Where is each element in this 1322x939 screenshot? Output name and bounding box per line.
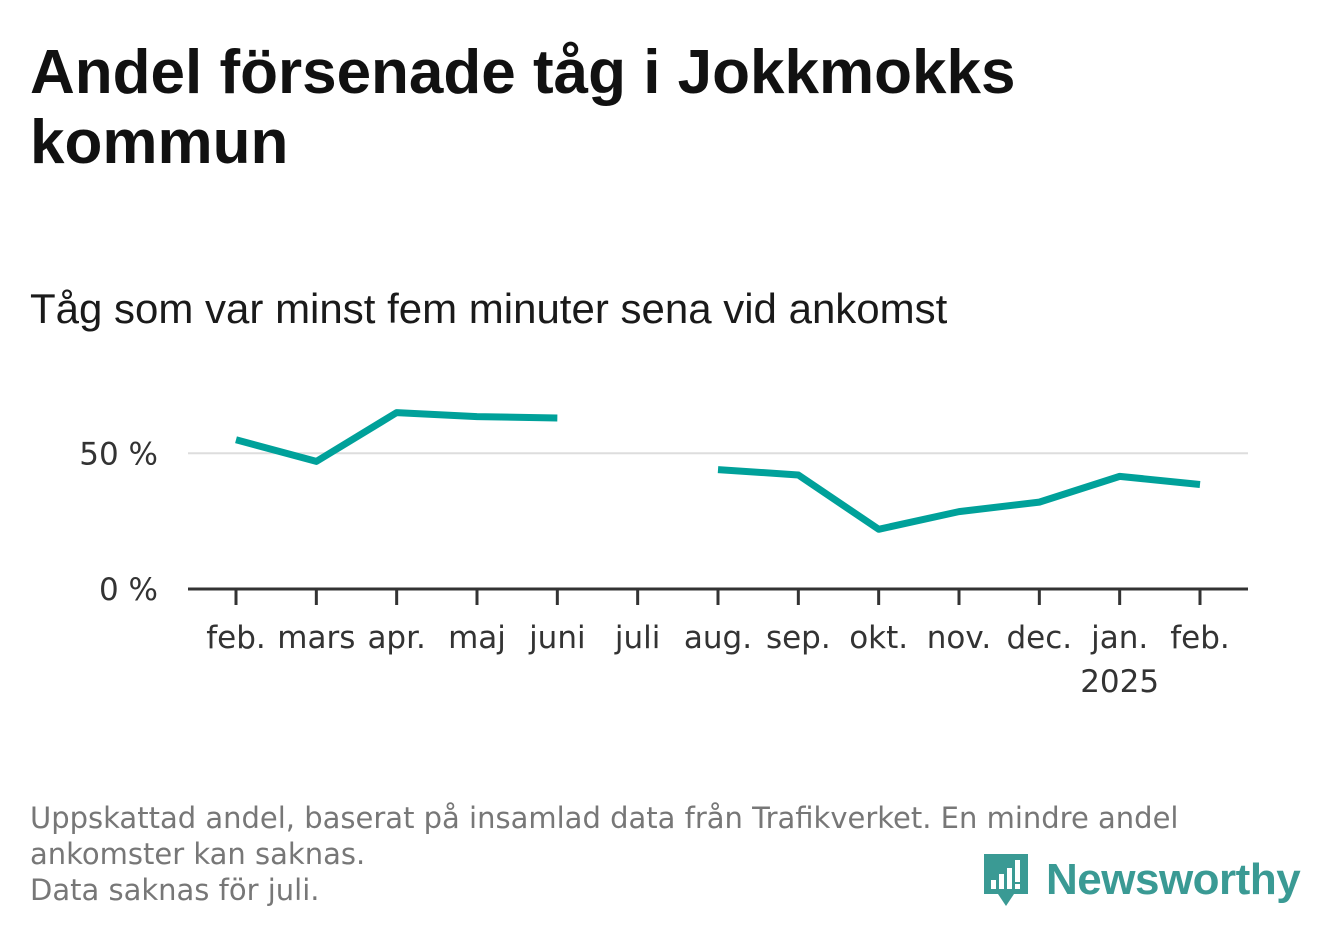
y-tick-label: 50 % [79, 436, 158, 472]
x-tick-label: aug. [684, 620, 752, 656]
footnote: Uppskattad andel, baserat på insamlad da… [30, 800, 1179, 908]
brand-logo: Newsworthy [980, 850, 1301, 910]
x-tick-label: maj [448, 620, 506, 656]
line-chart: 0 % 50 % feb. mars apr. maj juni juli aug. sep. o… [79, 409, 1248, 700]
x-tick-label: okt. [849, 620, 908, 656]
x-tick-label: apr. [367, 620, 425, 656]
y-tick-label: 0 % [99, 572, 158, 608]
y-axis-labels: 0 % 50 % [79, 436, 158, 608]
x-tick-label: mars [277, 620, 355, 656]
x-axis [188, 587, 1248, 605]
footnote-line-3: Data saknas för juli. [30, 873, 320, 907]
x-tick-label: nov. [927, 620, 991, 656]
brand-name: Newsworthy [1046, 855, 1301, 904]
footnote-line-2: ankomster kan saknas. [30, 837, 366, 871]
x-tick-label: juni [528, 620, 586, 656]
x-axis-labels: feb. mars apr. maj juni juli aug. sep. okt. nov. d… [206, 620, 1230, 700]
x-tick-label: jan. [1090, 620, 1148, 656]
chart-title: Andel försenade tåg i Jokkmokks kommun [30, 38, 1016, 177]
x-year-label: 2025 [1080, 664, 1159, 700]
series-lines [235, 409, 1201, 533]
x-tick-label: sep. [766, 620, 831, 656]
chart-subtitle: Tåg som var minst fem minuter sena vid a… [30, 285, 948, 332]
x-tick-label: feb. [206, 620, 266, 656]
x-tick-label: dec. [1007, 620, 1073, 656]
series-line-segment [717, 466, 1201, 533]
series-line-segment [235, 409, 558, 465]
x-tick-label: feb. [1170, 620, 1230, 656]
x-tick-label: juli [614, 620, 661, 656]
newsworthy-bar-chart-logo-icon [984, 854, 1028, 906]
footnote-line-1: Uppskattad andel, baserat på insamlad da… [30, 801, 1179, 835]
